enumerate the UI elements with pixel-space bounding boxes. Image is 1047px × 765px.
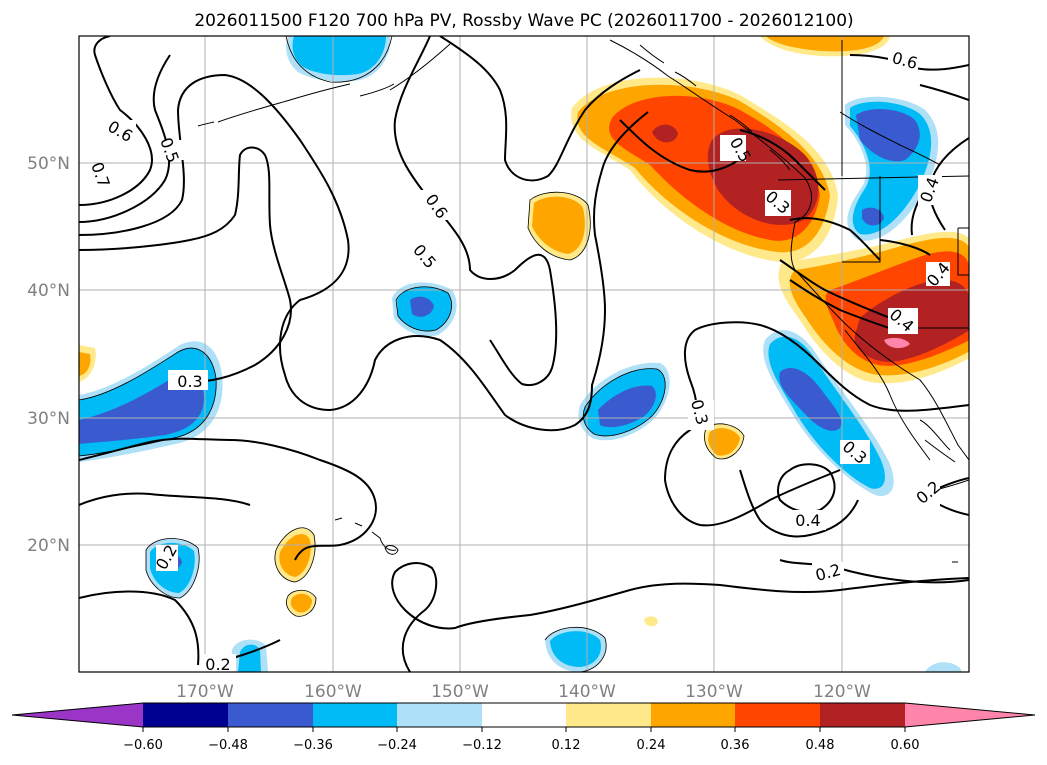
colorbar-swatch (313, 703, 397, 727)
colorbar-tick: −0.48 (208, 738, 248, 753)
neg-anomaly-small (410, 296, 434, 317)
lon-label: 130°W (685, 682, 743, 702)
neg-anomaly-small (925, 662, 962, 672)
colorbar-tick: 0.24 (637, 738, 666, 753)
colorbar-swatch (820, 703, 905, 727)
contour-label-bg (168, 370, 208, 390)
lat-label: 30°N (27, 409, 70, 429)
pos-anomaly-gulf-alaska (652, 124, 678, 143)
colorbar-extend-max (905, 703, 1035, 727)
neg-anomaly-nw-coast (862, 207, 884, 226)
contour-label-bg (914, 480, 940, 506)
colorbar: −0.60 −0.48 −0.36 −0.24 −0.12 0.12 0.24 … (11, 702, 1036, 753)
colorbar-tick: 0.36 (721, 738, 750, 753)
lon-label: 150°W (431, 682, 489, 702)
contour-label-bg (888, 50, 918, 70)
colorbar-swatch (228, 703, 313, 727)
contour-label: 0.3 (177, 372, 202, 391)
pos-anomaly-top (766, 36, 884, 52)
colorbar-swatch (482, 703, 566, 727)
lon-label: 160°W (304, 682, 362, 702)
neg-anomaly-central (598, 385, 656, 428)
colorbar-tick: 0.60 (891, 738, 920, 753)
pos-anomaly-small (708, 428, 740, 456)
contour-label-bg (888, 308, 918, 334)
colorbar-tick: 0.12 (552, 738, 581, 753)
colorbar-swatch (735, 703, 820, 727)
colorbar-extend-min (12, 703, 143, 727)
lat-label: 20°N (27, 536, 70, 556)
colorbar-swatch (651, 703, 735, 727)
contour-label-bg (156, 545, 178, 571)
contour-label-layer: 0.6 0.5 0.7 0.6 0.5 0.3 0.3 0.6 0.5 0.4 … (86, 48, 954, 674)
neg-anomaly-top (292, 36, 386, 76)
coastlines (197, 39, 969, 563)
colorbar-tick: −0.60 (123, 738, 163, 753)
contour-label-bg (918, 175, 942, 205)
colorbar-tick: −0.12 (462, 738, 502, 753)
neg-anomaly-nw-coast (856, 108, 920, 162)
anomaly-outlines (79, 36, 745, 672)
pos-anomaly-small (290, 593, 312, 613)
neg-anomaly-small (550, 631, 601, 667)
colorbar-swatch (566, 703, 651, 727)
colorbar-swatch (143, 703, 228, 727)
pos-anomaly-california (884, 337, 910, 349)
colorbar-swatch (397, 703, 482, 727)
contour-label-bg (106, 120, 136, 140)
contour-label-bg (416, 240, 446, 260)
lon-label: 140°W (558, 682, 616, 702)
lat-label: 40°N (27, 281, 70, 301)
contour-label-bg (812, 562, 844, 582)
neg-anomaly-east (779, 367, 842, 431)
neg-anomaly-west (79, 374, 204, 444)
map-frame (78, 35, 970, 673)
contour-label: 0.4 (795, 511, 820, 530)
contour-label: 0.2 (205, 655, 230, 674)
pv-contours (79, 36, 969, 672)
colorbar-tick: −0.36 (293, 738, 333, 753)
contour-label-bg (688, 400, 714, 430)
colorbar-tick: −0.24 (377, 738, 417, 753)
contour-label-bg (156, 140, 186, 160)
pos-anomaly-small (644, 616, 658, 627)
lon-label: 170°W (176, 682, 234, 702)
pos-anomaly-small (79, 352, 91, 376)
pos-anomaly-offshore (532, 196, 585, 254)
colorbar-tick: 0.48 (806, 738, 835, 753)
contour-label-bg (765, 190, 791, 216)
lat-label: 50°N (27, 154, 70, 174)
contour-label-bg (86, 165, 116, 185)
contour-label-bg (200, 654, 236, 672)
map-title: 2026011500 F120 700 hPa PV, Rossby Wave … (194, 11, 853, 31)
contour-label-bg (926, 262, 950, 286)
contour-label-bg (790, 510, 826, 530)
contour-label-bg (840, 440, 870, 464)
contour-label-bg (720, 135, 746, 161)
lon-label: 120°W (813, 682, 871, 702)
contour-label-bg (420, 190, 450, 220)
